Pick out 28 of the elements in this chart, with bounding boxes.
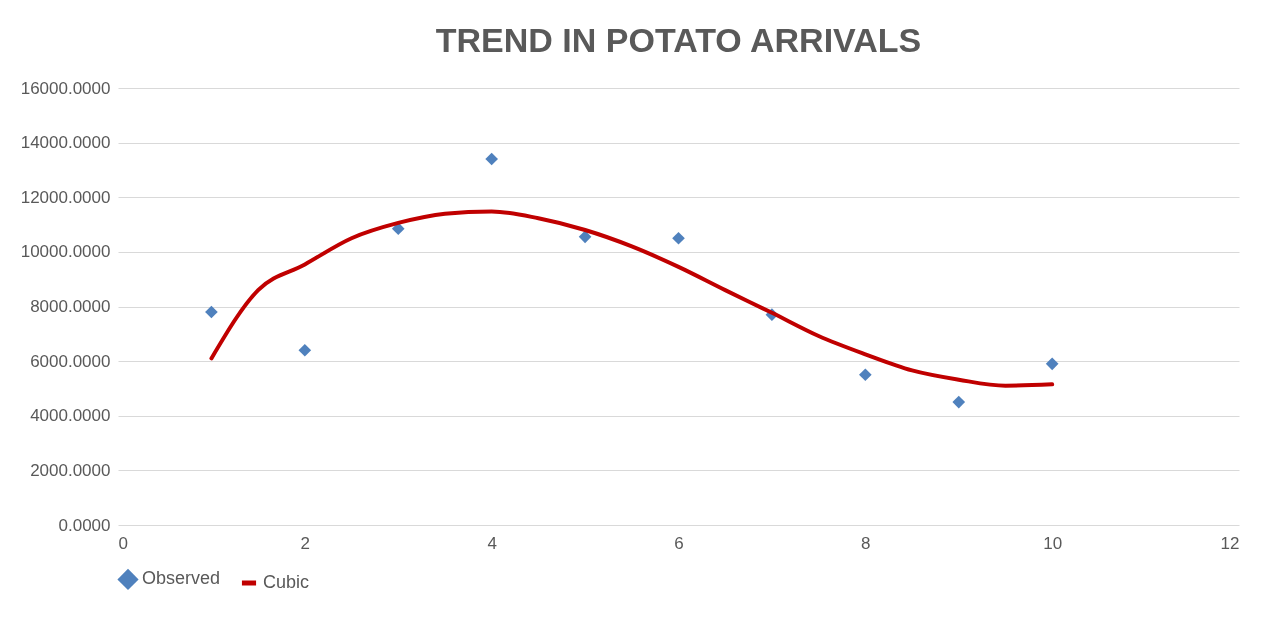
y-tick-label: 4000.0000 <box>30 406 111 426</box>
legend-label: Cubic <box>263 572 310 592</box>
point <box>952 395 966 409</box>
point <box>298 343 312 357</box>
x-tick-label: 6 <box>674 533 684 553</box>
line-series <box>209 209 1055 388</box>
point <box>485 152 498 166</box>
y-tick-label: 12000.0000 <box>20 187 111 207</box>
x-tick-label: 4 <box>487 533 497 553</box>
chart-title: TREND IN POTATO ARRIVALS <box>435 21 922 59</box>
y-tick-label: 8000.0000 <box>30 297 111 316</box>
y-tick-label: 2000.0000 <box>30 460 111 480</box>
y-tick-label: 10000.0000 <box>20 242 111 262</box>
y-tick-label: 6000.0000 <box>30 351 111 371</box>
point <box>205 305 218 319</box>
x-tick-label: 8 <box>861 533 871 553</box>
y-tick-label: 16000.0000 <box>20 78 111 98</box>
y-tick-label: 14000.0000 <box>20 133 111 153</box>
x-tick-label: 2 <box>300 533 311 553</box>
x-tick-label: 10 <box>1043 533 1063 553</box>
y-tick-label: 0.0000 <box>58 515 111 535</box>
legend-label: Observed <box>142 568 221 589</box>
point <box>1045 357 1059 371</box>
point <box>578 230 592 244</box>
point <box>859 368 872 382</box>
x-tick-label: 0 <box>118 533 128 553</box>
point <box>672 231 685 245</box>
x-tick-label: 12 <box>1220 533 1240 553</box>
